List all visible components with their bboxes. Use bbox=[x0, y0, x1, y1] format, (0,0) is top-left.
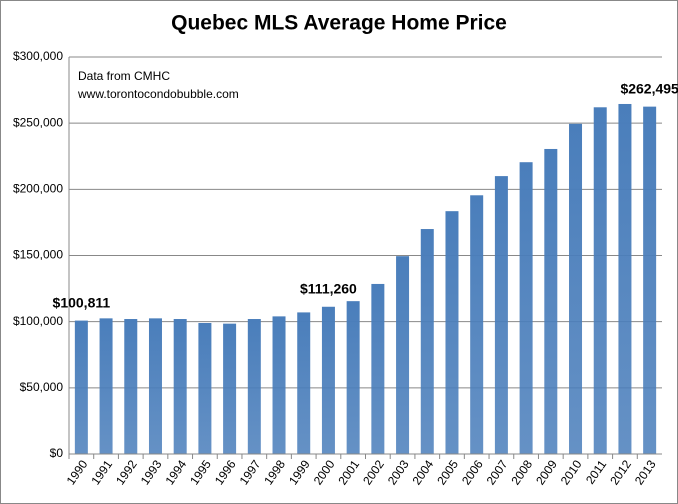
y-tick-label: $0 bbox=[50, 446, 64, 460]
bar bbox=[346, 301, 360, 454]
bar bbox=[321, 306, 335, 454]
bar bbox=[371, 283, 385, 454]
bar bbox=[643, 106, 657, 454]
y-tick-label: $300,000 bbox=[13, 49, 63, 63]
bar bbox=[124, 319, 138, 454]
y-tick-label: $150,000 bbox=[13, 248, 63, 262]
bar bbox=[396, 256, 410, 454]
bar bbox=[445, 211, 459, 454]
bar bbox=[198, 322, 212, 454]
bar bbox=[247, 319, 261, 454]
y-tick-label: $50,000 bbox=[20, 380, 64, 394]
bar bbox=[420, 229, 434, 454]
bar bbox=[297, 312, 311, 454]
annotation: Data from CMHC bbox=[78, 69, 170, 83]
y-tick-label: $100,000 bbox=[13, 314, 63, 328]
bar bbox=[470, 195, 484, 454]
bar bbox=[593, 107, 607, 454]
value-label: $111,260 bbox=[300, 280, 357, 296]
bar bbox=[272, 316, 286, 454]
bar bbox=[618, 103, 632, 454]
bar bbox=[544, 148, 558, 454]
bar bbox=[223, 323, 237, 454]
bar bbox=[99, 318, 113, 454]
bar bbox=[173, 319, 187, 454]
bar bbox=[494, 176, 508, 454]
bar bbox=[148, 318, 162, 454]
chart-title: Quebec MLS Average Home Price bbox=[171, 12, 507, 35]
annotation: www.torontocondobubble.com bbox=[77, 87, 239, 101]
value-label: $262,495 bbox=[620, 80, 678, 96]
bar bbox=[74, 320, 88, 454]
y-tick-label: $250,000 bbox=[13, 115, 63, 129]
y-tick-label: $200,000 bbox=[13, 182, 63, 196]
bar bbox=[519, 162, 533, 454]
bar bbox=[569, 123, 583, 454]
value-label: $100,811 bbox=[53, 294, 111, 310]
